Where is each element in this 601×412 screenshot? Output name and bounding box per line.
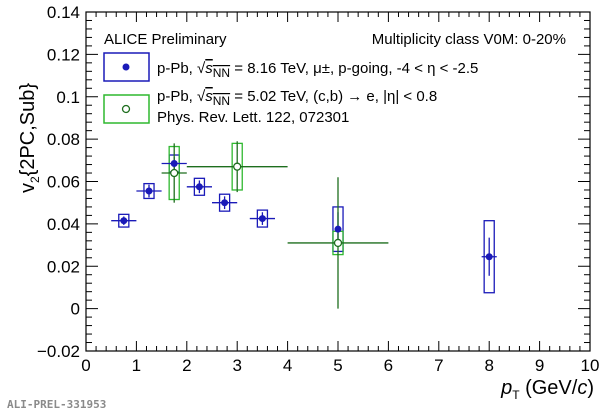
x-tick-label: 3 [232, 356, 241, 375]
legend-snn-series-1: s [205, 60, 213, 77]
x-tick-label: 7 [434, 356, 443, 375]
x-tick-label: 0 [81, 356, 90, 375]
y-tick-label: 0.06 [47, 173, 80, 192]
watermark: ALI-PREL-331953 [7, 398, 106, 411]
data-point-series-1 [195, 183, 203, 191]
y-tick-label: 0.02 [47, 257, 80, 276]
legend-swatch-box-series-1 [103, 52, 150, 82]
y-axis-title-rest: {2PC,Sub} [17, 83, 39, 177]
y-axis-title-sub: 2 [28, 176, 42, 183]
x-tick-label: 6 [384, 356, 393, 375]
legend-snn-sub-series-1: NN [213, 66, 230, 80]
legend-snn-sub-series-2: NN [213, 94, 230, 108]
sqrt-sign-series-1: √ [197, 60, 206, 77]
x-axis-title-unit-italic: c [577, 377, 587, 399]
data-point-series-2 [333, 238, 343, 248]
x-tick-label: 8 [484, 356, 493, 375]
x-tick-label: 2 [182, 356, 191, 375]
tick-marks [85, 11, 591, 352]
x-axis-title-unit: (GeV/ [520, 377, 578, 399]
y-tick-label: 0.08 [47, 130, 80, 149]
sqrt-sign-series-2: √ [197, 88, 206, 105]
legend-entry-series-1: p-Pb, √sNN = 8.16 TeV, μ±, p-going, -4 <… [103, 52, 478, 82]
multiplicity-label: Multiplicity class V0M: 0-20% [372, 31, 566, 48]
data-point-series-1 [258, 215, 266, 223]
data-point-series-1 [145, 187, 153, 195]
legend-value-series-2: = 5.02 TeV, (c,b) → e, |η| < 0.8 [230, 88, 437, 105]
x-tick-label: 4 [283, 356, 292, 375]
legend-snn-series-2: s [205, 88, 213, 105]
y-tick-labels: −0.02 0 0.02 0.04 0.06 0.08 0.1 0.12 0.14 [37, 3, 80, 361]
data-point-series-2 [233, 162, 242, 171]
data-point-series-1 [485, 253, 493, 261]
y-axis-title: v2{2PC,Sub} [17, 83, 42, 193]
y-tick-label: −0.02 [37, 342, 80, 361]
x-axis-title: pT (GeV/c) [500, 377, 594, 402]
legend-label-series-1: p-Pb, √sNN = 8.16 TeV, μ±, p-going, -4 <… [157, 60, 478, 80]
y-tick-label: 0.12 [47, 45, 80, 64]
legend-marker-series-1 [122, 63, 130, 71]
x-tick-label: 1 [132, 356, 141, 375]
x-tick-label: 9 [535, 356, 544, 375]
x-tick-labels: 0 1 2 3 4 5 6 7 8 9 10 [81, 356, 599, 375]
x-axis-title-unit-close: ) [587, 377, 594, 399]
data-markers [120, 159, 493, 261]
data-point-series-1 [221, 199, 229, 207]
data-point-series-2 [170, 168, 179, 178]
y-axis-title-main: v [17, 183, 39, 193]
x-tick-label: 10 [581, 356, 600, 375]
legend: p-Pb, √sNN = 8.16 TeV, μ±, p-going, -4 <… [103, 52, 478, 126]
y-tick-label: 0.1 [56, 88, 80, 107]
legend-marker-series-2 [121, 104, 131, 114]
legend-label-series-2: p-Pb, √sNN = 5.02 TeV, (c,b) → e, |η| < … [157, 88, 437, 108]
x-axis-title-main: p [500, 377, 512, 399]
y-tick-label: 0 [71, 300, 80, 319]
data-point-series-1 [120, 217, 128, 225]
legend-swatch-box-series-2 [103, 94, 150, 124]
y-tick-label: 0.04 [47, 215, 80, 234]
legend-prefix-series-1: p-Pb, [157, 60, 197, 77]
legend-value-series-1: = 8.16 TeV, μ±, p-going, -4 < η < -2.5 [230, 60, 478, 77]
x-tick-label: 5 [333, 356, 342, 375]
y-tick-label: 0.14 [47, 3, 80, 22]
data-point-series-1 [334, 225, 342, 233]
legend-entry-series-2: p-Pb, √sNN = 5.02 TeV, (c,b) → e, |η| < … [103, 88, 437, 126]
legend-reference-series-2: Phys. Rev. Lett. 122, 072301 [157, 109, 349, 126]
x-axis-title-sub: T [512, 388, 520, 402]
data-point-series-1 [170, 159, 178, 167]
legend-prefix-series-2: p-Pb, [157, 88, 197, 105]
preliminary-label: ALICE Preliminary [104, 31, 227, 48]
